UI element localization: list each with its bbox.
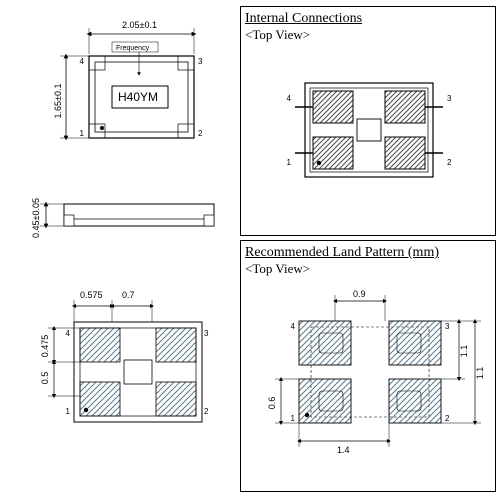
land-pattern-svg: 0.9 4 3 1 2 1.4 [245, 277, 493, 485]
ic-pad1: 1 [287, 158, 292, 167]
dim-b: 0.7 [122, 290, 135, 300]
bpad-3: 3 [204, 329, 209, 338]
land-pattern-panel: Recommended Land Pattern (mm) <Top View>… [240, 240, 496, 492]
package-side-view: 0.45±0.05 [31, 198, 214, 238]
land-pattern-subtitle: <Top View> [245, 261, 491, 277]
internal-connections-svg: 4 3 1 2 [245, 43, 493, 231]
ic-pad2: 2 [447, 158, 452, 167]
pad-num-3: 3 [198, 57, 203, 66]
ic-pad4: 4 [287, 94, 292, 103]
land-pattern-title: Recommended Land Pattern (mm) [245, 245, 491, 261]
dim-d: 0.5 [40, 372, 50, 385]
dim-width-label: 2.05±0.1 [122, 20, 157, 30]
package-top-view: 2.05±0.1 4 3 1 2 Frequency H40YM [53, 20, 203, 138]
lp-pad1: 1 [291, 414, 296, 423]
internal-connections-title: Internal Connections [245, 11, 491, 27]
bpad-2: 2 [204, 407, 209, 416]
pad-num-4: 4 [80, 57, 85, 66]
internal-connections-subtitle: <Top View> [245, 27, 491, 43]
lp-dim-bottom: 1.4 [337, 445, 350, 455]
pad-num-1: 1 [80, 129, 85, 138]
dim-thickness-label: 0.45±0.05 [31, 198, 41, 238]
marking-text: H40YM [118, 90, 158, 104]
lp-pad2: 2 [445, 414, 450, 423]
dim-a: 0.575 [80, 290, 103, 300]
left-column: 2.05±0.1 4 3 1 2 Frequency H40YM [4, 6, 236, 492]
dim-height-label: 1.65±0.1 [53, 84, 63, 119]
ic-pad3: 3 [447, 94, 452, 103]
internal-connections-panel: Internal Connections <Top View> [240, 6, 496, 236]
lp-pad4: 4 [291, 322, 296, 331]
lp-pad3: 3 [445, 322, 450, 331]
bpad-1: 1 [66, 407, 71, 416]
datasheet-sheet: { "left": { "topview": { "width_label": … [0, 0, 500, 500]
lp-dim-left: 0.6 [267, 397, 277, 410]
frequency-label: Frequency [116, 45, 150, 52]
left-drawings-svg: 2.05±0.1 4 3 1 2 Frequency H40YM [4, 6, 236, 492]
lp-dim-top: 0.9 [353, 289, 366, 299]
lp-dim-r2: 1.1 [475, 367, 485, 380]
dim-c: 0.475 [40, 335, 50, 358]
pad-num-2: 2 [198, 129, 203, 138]
bpad-4: 4 [66, 329, 71, 338]
lp-dim-r1: 1.1 [459, 345, 469, 358]
package-bottom-view: 0.575 0.7 4 3 1 2 [40, 290, 209, 422]
